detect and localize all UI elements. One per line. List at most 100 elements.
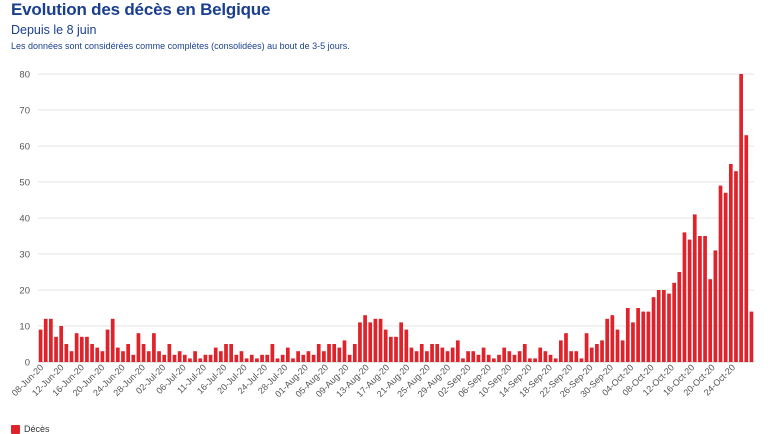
- bar: [574, 351, 579, 362]
- bar: [373, 318, 378, 362]
- y-tick-label: 30: [19, 250, 30, 261]
- bar: [605, 318, 610, 362]
- y-tick-label: 0: [25, 358, 30, 369]
- bar: [275, 358, 280, 362]
- bar: [167, 344, 172, 362]
- bar: [455, 340, 460, 362]
- bar: [115, 347, 120, 362]
- bar: [162, 354, 167, 362]
- bar: [136, 333, 141, 362]
- bar: [636, 308, 640, 362]
- bar: [440, 347, 445, 362]
- bar: [378, 318, 383, 362]
- bar: [476, 354, 481, 362]
- bar: [358, 322, 362, 362]
- bar: [471, 351, 476, 362]
- bar: [425, 351, 429, 362]
- bar: [306, 351, 311, 362]
- bar: [543, 351, 548, 362]
- y-tick-label: 60: [19, 142, 30, 153]
- bar: [687, 239, 692, 362]
- bar: [198, 358, 203, 362]
- bar: [105, 329, 110, 362]
- bar: [419, 344, 424, 362]
- bar: [90, 344, 94, 362]
- bar: [445, 351, 450, 362]
- bar: [95, 347, 100, 362]
- y-tick-label: 80: [19, 70, 30, 81]
- bar: [316, 344, 321, 362]
- bar: [79, 336, 84, 362]
- bar: [172, 354, 177, 362]
- bar: [383, 329, 388, 362]
- bar: [538, 347, 543, 362]
- bar: [388, 336, 393, 362]
- bar: [620, 340, 625, 362]
- bar: [698, 236, 702, 362]
- bar: [708, 279, 713, 362]
- legend-swatch: [11, 424, 20, 434]
- bar: [553, 358, 558, 362]
- bar: [615, 329, 620, 362]
- bar: [296, 351, 300, 362]
- bar: [229, 344, 234, 362]
- chart-subtitle: Depuis le 8 juin: [11, 23, 97, 37]
- bar: [347, 354, 352, 362]
- bar: [342, 340, 347, 362]
- bar: [368, 322, 373, 362]
- bar: [244, 358, 249, 362]
- bar: [703, 236, 707, 362]
- bar: [69, 351, 74, 362]
- bar: [270, 344, 275, 362]
- bar: [739, 74, 743, 362]
- legend[interactable]: Décès: [11, 424, 50, 434]
- bar: [43, 318, 48, 362]
- bar: [533, 358, 537, 362]
- bar: [285, 347, 290, 362]
- bar: [749, 311, 754, 362]
- bar: [450, 347, 455, 362]
- bar: [260, 354, 264, 362]
- bar: [280, 354, 285, 362]
- bar: [85, 336, 89, 362]
- bar: [646, 311, 651, 362]
- bar: [651, 297, 656, 362]
- bar: [234, 354, 239, 362]
- bar: [430, 344, 434, 362]
- bar: [152, 333, 156, 362]
- bar: [54, 336, 58, 362]
- bar: [610, 315, 615, 362]
- bar: [744, 135, 749, 362]
- bar: [311, 354, 316, 362]
- bar: [692, 214, 697, 362]
- bar: [548, 354, 553, 362]
- bar: [146, 351, 151, 362]
- bar: [595, 344, 599, 362]
- bar: [677, 272, 682, 362]
- legend-label: Décès: [24, 424, 50, 434]
- bar: [110, 318, 115, 362]
- bar: [461, 358, 465, 362]
- bar: [255, 358, 259, 362]
- bar: [224, 344, 228, 362]
- bar: [352, 344, 357, 362]
- bar: [38, 329, 43, 362]
- bar: [265, 354, 270, 362]
- bar: [74, 333, 79, 362]
- bar: [239, 351, 244, 362]
- bar: [486, 354, 491, 362]
- bar: [203, 354, 208, 362]
- bar: [492, 358, 496, 362]
- bar: [481, 347, 486, 362]
- bar: [49, 318, 53, 362]
- bar: [131, 354, 136, 362]
- bar: [213, 347, 218, 362]
- bar: [301, 354, 306, 362]
- bar: [641, 311, 646, 362]
- bar: [728, 164, 733, 362]
- chart-note: Les données sont considérées comme compl…: [11, 41, 350, 51]
- bar: [667, 293, 671, 362]
- bar: [332, 344, 337, 362]
- bar: [497, 354, 501, 362]
